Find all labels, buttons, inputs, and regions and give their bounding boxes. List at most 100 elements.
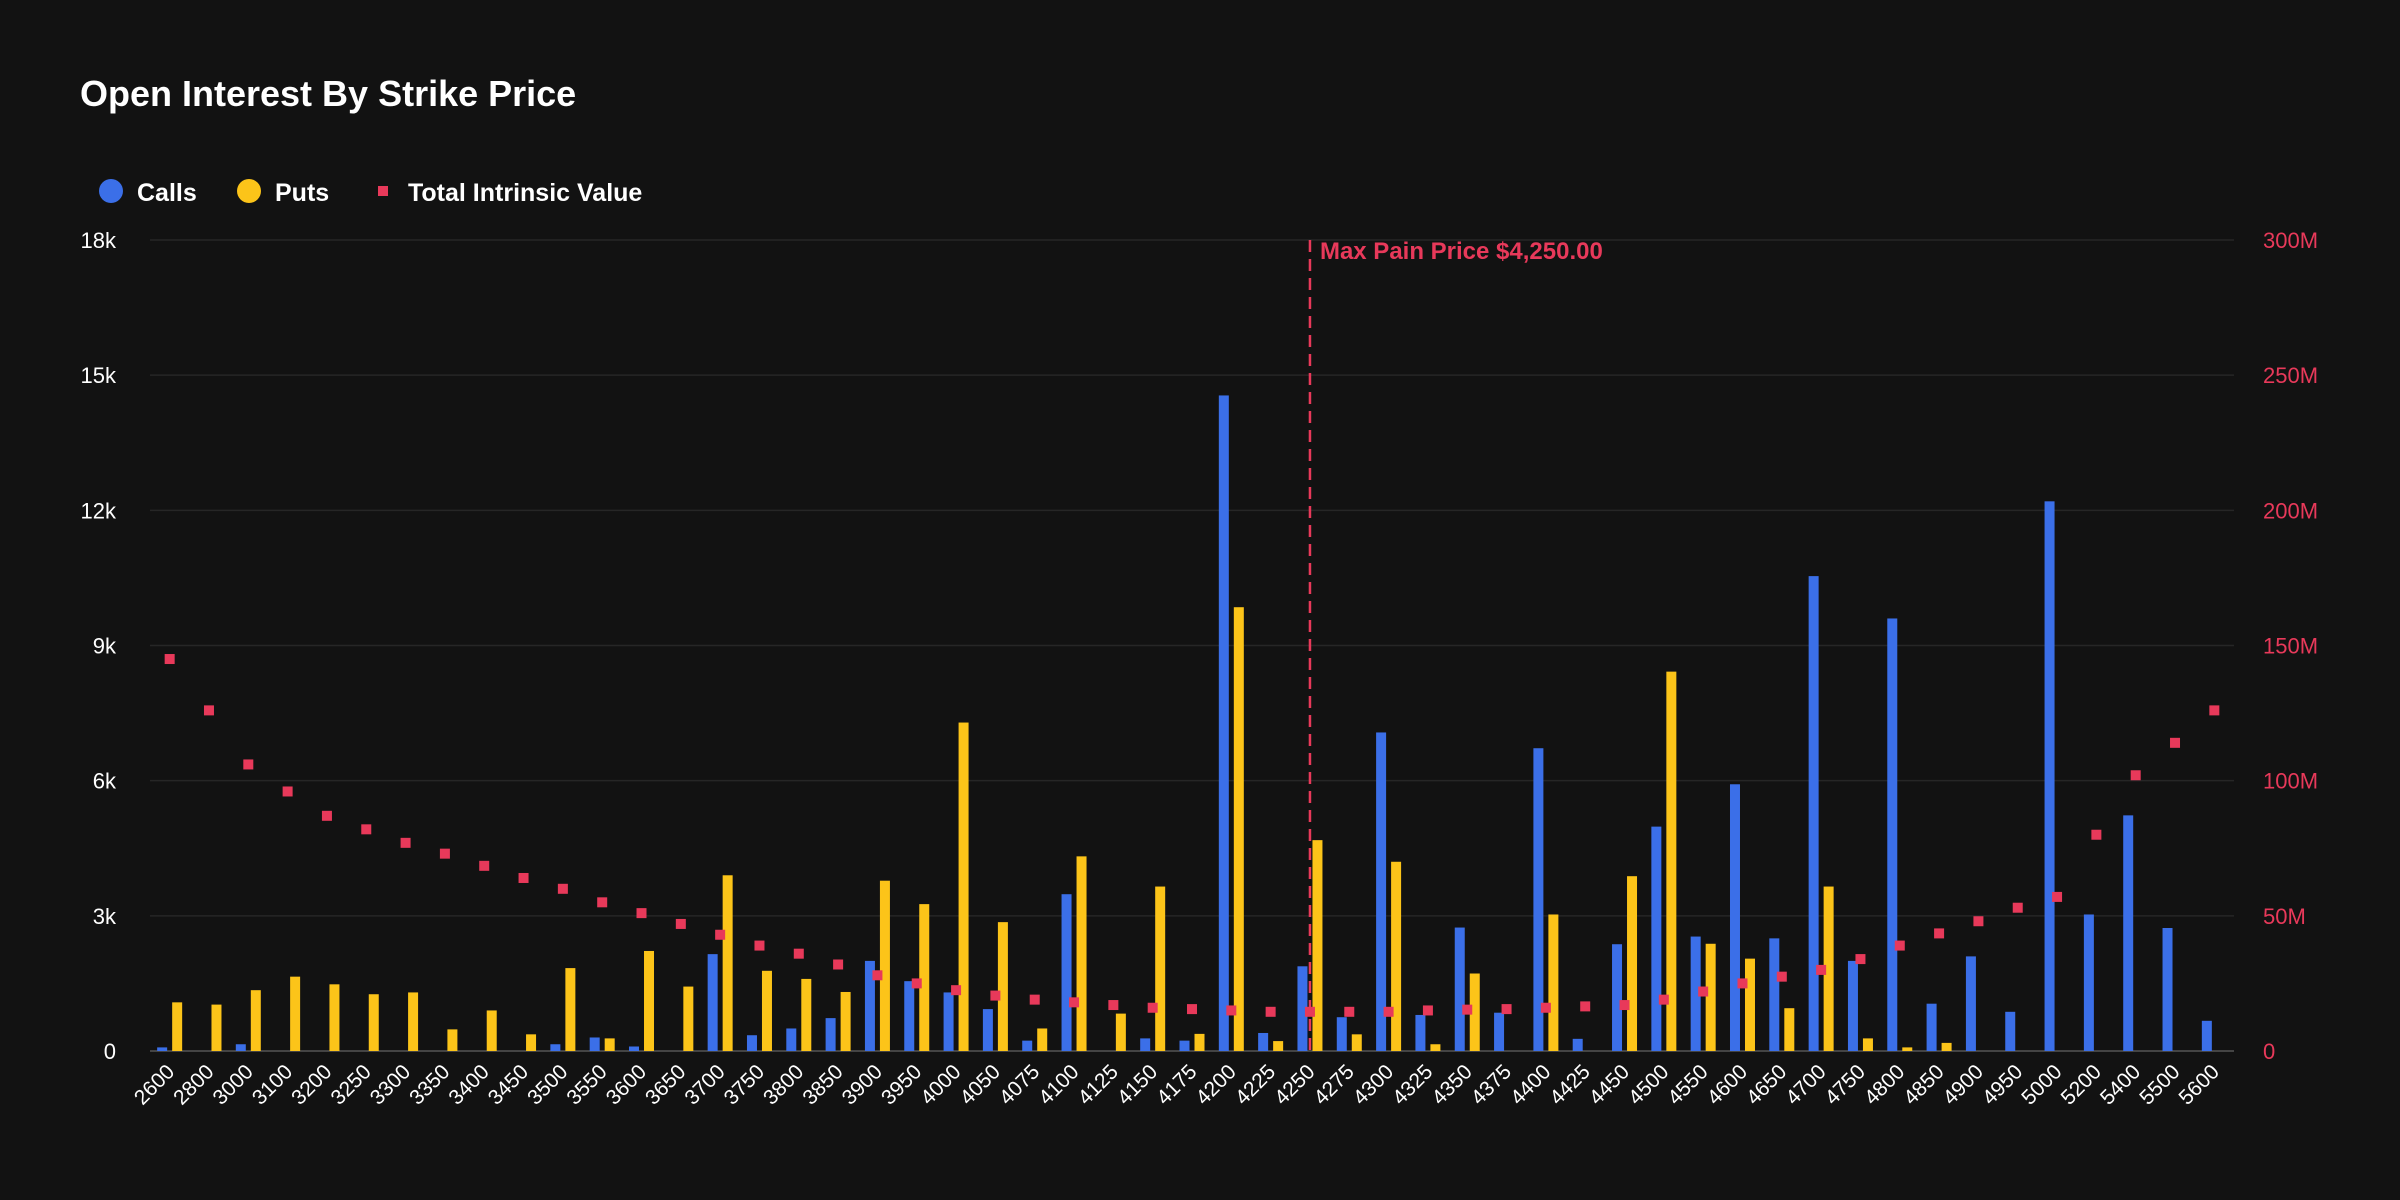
bar-calls-3550[interactable] — [589, 1037, 600, 1051]
point-intrinsic-3900[interactable] — [872, 970, 883, 981]
bar-puts-3000[interactable] — [250, 990, 261, 1051]
bar-puts-4000[interactable] — [958, 722, 969, 1051]
bar-puts-4225[interactable] — [1273, 1041, 1284, 1051]
bar-calls-5500[interactable] — [2162, 927, 2173, 1051]
bar-puts-3600[interactable] — [644, 950, 655, 1051]
bar-puts-3700[interactable] — [722, 875, 733, 1051]
bar-calls-5400[interactable] — [2123, 815, 2134, 1051]
bar-calls-4350[interactable] — [1454, 927, 1465, 1051]
bar-puts-3950[interactable] — [919, 904, 930, 1051]
point-intrinsic-4050[interactable] — [990, 990, 1001, 1001]
bar-puts-4400[interactable] — [1548, 914, 1559, 1051]
point-intrinsic-5600[interactable] — [2209, 705, 2220, 716]
bar-calls-3800[interactable] — [786, 1028, 797, 1051]
bar-calls-4650[interactable] — [1769, 938, 1780, 1051]
point-intrinsic-3100[interactable] — [282, 786, 293, 797]
bar-puts-4100[interactable] — [1076, 856, 1087, 1051]
bar-puts-4325[interactable] — [1430, 1044, 1441, 1051]
bar-calls-4900[interactable] — [1965, 956, 1976, 1051]
point-intrinsic-3600[interactable] — [636, 908, 647, 919]
bar-calls-4250[interactable] — [1297, 966, 1308, 1051]
bar-puts-4300[interactable] — [1391, 861, 1402, 1051]
bar-puts-2600[interactable] — [172, 1002, 183, 1051]
bar-puts-3750[interactable] — [761, 970, 772, 1051]
point-intrinsic-4150[interactable] — [1147, 1002, 1158, 1013]
bar-calls-4200[interactable] — [1218, 395, 1229, 1052]
bar-calls-4600[interactable] — [1729, 784, 1740, 1051]
bar-puts-4125[interactable] — [1115, 1013, 1126, 1051]
bar-calls-4450[interactable] — [1612, 944, 1623, 1051]
point-intrinsic-3800[interactable] — [793, 948, 804, 959]
bar-puts-4850[interactable] — [1941, 1042, 1952, 1051]
point-intrinsic-4450[interactable] — [1619, 1000, 1630, 1011]
point-intrinsic-4500[interactable] — [1658, 994, 1669, 1005]
point-intrinsic-4225[interactable] — [1265, 1006, 1276, 1017]
point-intrinsic-4000[interactable] — [951, 985, 962, 996]
bar-puts-3350[interactable] — [447, 1029, 458, 1051]
bar-puts-4200[interactable] — [1233, 607, 1244, 1051]
bar-calls-4225[interactable] — [1258, 1032, 1269, 1051]
bar-calls-3850[interactable] — [825, 1018, 836, 1051]
bar-calls-4550[interactable] — [1690, 936, 1701, 1051]
bar-puts-4275[interactable] — [1351, 1034, 1362, 1051]
bar-puts-3400[interactable] — [486, 1010, 497, 1051]
point-intrinsic-3950[interactable] — [911, 978, 922, 989]
bar-calls-4700[interactable] — [1808, 576, 1819, 1051]
bar-puts-4350[interactable] — [1469, 973, 1480, 1051]
point-intrinsic-4175[interactable] — [1187, 1004, 1197, 1015]
bar-calls-4375[interactable] — [1494, 1012, 1505, 1051]
point-intrinsic-4700[interactable] — [1816, 964, 1827, 975]
point-intrinsic-4650[interactable] — [1776, 971, 1787, 982]
bar-calls-4400[interactable] — [1533, 748, 1544, 1051]
bar-puts-4050[interactable] — [997, 922, 1008, 1051]
point-intrinsic-4075[interactable] — [1029, 994, 1040, 1005]
point-intrinsic-4400[interactable] — [1540, 1002, 1551, 1013]
bar-puts-3550[interactable] — [604, 1038, 615, 1051]
bar-puts-4750[interactable] — [1862, 1038, 1873, 1051]
bar-puts-4650[interactable] — [1784, 1008, 1795, 1051]
point-intrinsic-4375[interactable] — [1501, 1004, 1512, 1015]
point-intrinsic-4950[interactable] — [2012, 902, 2023, 913]
point-intrinsic-4325[interactable] — [1422, 1005, 1433, 1016]
bar-calls-4950[interactable] — [2005, 1011, 2016, 1051]
point-intrinsic-4750[interactable] — [1855, 954, 1866, 965]
bar-calls-3700[interactable] — [707, 954, 718, 1051]
point-intrinsic-3300[interactable] — [400, 837, 411, 848]
bar-calls-3500[interactable] — [550, 1044, 561, 1051]
bar-calls-5200[interactable] — [2083, 914, 2094, 1051]
point-intrinsic-3500[interactable] — [557, 883, 568, 894]
point-intrinsic-4425[interactable] — [1580, 1001, 1591, 1012]
bar-calls-4300[interactable] — [1376, 732, 1387, 1051]
bar-puts-3800[interactable] — [801, 978, 812, 1051]
point-intrinsic-3200[interactable] — [321, 810, 332, 821]
point-intrinsic-5400[interactable] — [2130, 770, 2141, 781]
point-intrinsic-4275[interactable] — [1344, 1006, 1355, 1017]
point-intrinsic-3400[interactable] — [479, 860, 490, 871]
bar-puts-3200[interactable] — [329, 984, 340, 1051]
point-intrinsic-5000[interactable] — [2052, 891, 2063, 902]
point-intrinsic-3550[interactable] — [597, 897, 608, 908]
point-intrinsic-4800[interactable] — [1894, 940, 1905, 951]
point-intrinsic-4600[interactable] — [1737, 978, 1748, 989]
bar-calls-4150[interactable] — [1140, 1038, 1151, 1051]
point-intrinsic-5500[interactable] — [2170, 737, 2181, 748]
bar-puts-4700[interactable] — [1823, 886, 1834, 1051]
legend-item-puts[interactable]: Puts — [237, 179, 329, 207]
bar-calls-4050[interactable] — [982, 1009, 993, 1051]
bar-calls-5000[interactable] — [2044, 501, 2055, 1051]
point-intrinsic-4900[interactable] — [1973, 916, 1984, 927]
legend-item-intrinsic[interactable]: Total Intrinsic Value — [378, 179, 642, 207]
bar-puts-3850[interactable] — [840, 991, 851, 1051]
bar-calls-4075[interactable] — [1022, 1040, 1033, 1051]
bar-calls-4850[interactable] — [1926, 1003, 1937, 1051]
bar-calls-4000[interactable] — [943, 992, 954, 1051]
bar-calls-3000[interactable] — [235, 1044, 246, 1051]
bar-puts-3900[interactable] — [879, 880, 890, 1051]
bar-puts-4500[interactable] — [1666, 671, 1677, 1051]
point-intrinsic-2600[interactable] — [164, 654, 175, 665]
point-intrinsic-3350[interactable] — [439, 848, 450, 859]
point-intrinsic-4850[interactable] — [1934, 928, 1945, 939]
bar-puts-4250[interactable] — [1312, 840, 1323, 1051]
bar-calls-4175[interactable] — [1179, 1040, 1190, 1051]
point-intrinsic-3650[interactable] — [675, 918, 686, 929]
